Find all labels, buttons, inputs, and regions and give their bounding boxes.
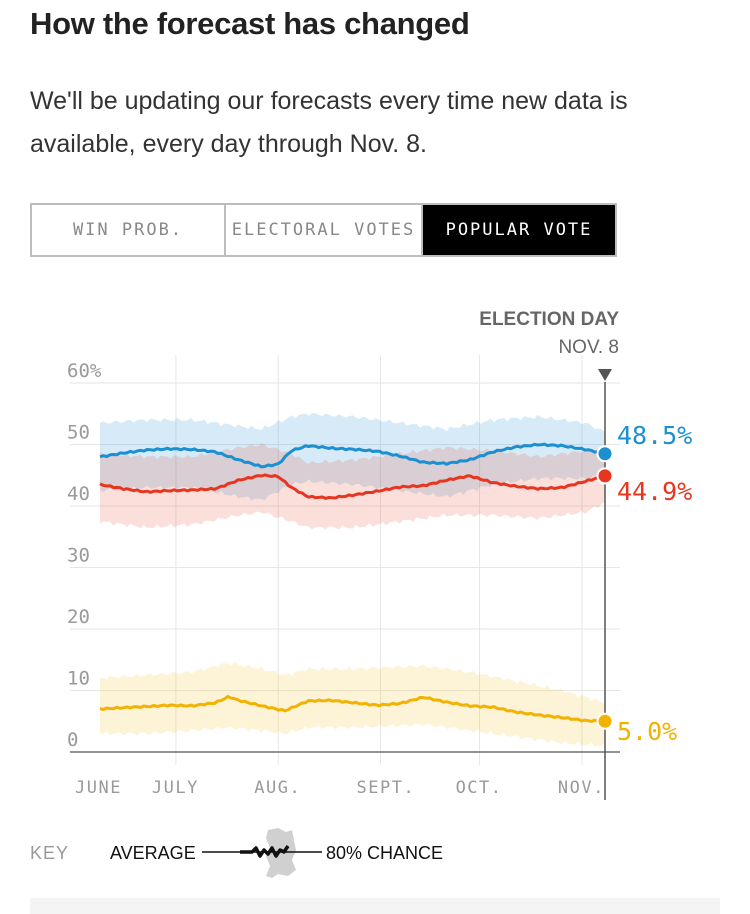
x-tick-label: OCT. [456, 778, 503, 798]
series-line-2 [99, 694, 605, 723]
key-label: KEY [30, 843, 70, 863]
y-tick-label: 30 [67, 545, 90, 567]
page-description: We'll be updating our forecasts every ti… [30, 87, 628, 158]
y-tick-label: 50 [67, 422, 90, 444]
y-tick-label: 0 [67, 729, 78, 751]
tab-win-prob[interactable]: WIN PROB. [32, 205, 226, 255]
chart-key: KEY AVERAGE 80% CHANCE [30, 826, 590, 878]
tab-popular-vote[interactable]: POPULAR VOTE [423, 205, 615, 255]
series-line-1 [99, 473, 606, 500]
x-tick-label: NOV. [558, 778, 605, 798]
election-day-date: NOV. 8 [558, 337, 619, 358]
x-tick-label: AUG. [254, 778, 301, 798]
series-final-label: 44.9% [617, 477, 692, 506]
page-title: How the forecast has changed [30, 6, 470, 41]
y-tick-label: 60% [67, 360, 102, 382]
series-final-label: 5.0% [617, 717, 677, 746]
series-end-dot [596, 467, 614, 485]
y-tick-label: 20 [67, 606, 90, 628]
election-day-label: ELECTION DAY [479, 309, 619, 330]
chart-tabs: WIN PROB. ELECTORAL VOTES POPULAR VOTE [30, 203, 617, 257]
x-tick-label: SEPT. [357, 778, 416, 798]
tab-electoral-votes[interactable]: ELECTORAL VOTES [226, 205, 423, 255]
popular-vote-chart: 60% 50 40 30 20 10 0 JUNE JULY AUG. SEPT. OCT. NOV. E… [67, 309, 692, 800]
election-day-triangle-icon [598, 369, 612, 381]
key-line-icon [202, 828, 322, 878]
key-average-label: AVERAGE [110, 843, 196, 863]
series-line-0 [99, 442, 606, 469]
y-tick-label: 40 [67, 483, 90, 505]
series-end-dot [596, 712, 614, 730]
series-final-label: 48.5% [617, 421, 692, 450]
x-tick-label: JULY [152, 778, 199, 798]
y-tick-label: 10 [67, 668, 90, 690]
footer-bar [30, 898, 720, 914]
key-chance-label: 80% CHANCE [326, 843, 444, 863]
series-band-1 [100, 443, 605, 530]
series-end-dot [596, 445, 614, 463]
x-tick-label: JUNE [75, 778, 122, 798]
